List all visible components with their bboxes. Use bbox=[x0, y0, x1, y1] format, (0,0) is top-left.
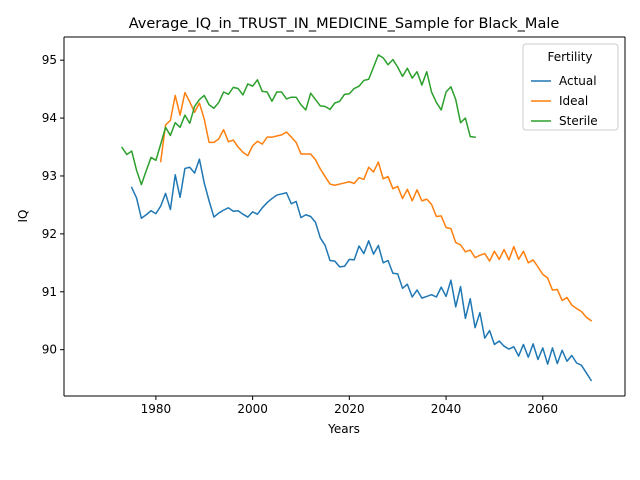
legend-label-sterile: Sterile bbox=[559, 114, 598, 128]
legend-label-actual: Actual bbox=[559, 74, 597, 88]
series-line-actual bbox=[130, 158, 593, 382]
chart-title: Average_IQ_in_TRUST_IN_MEDICINE_Sample f… bbox=[129, 16, 560, 32]
series-line-sterile bbox=[120, 54, 476, 186]
y-tick-label: 90 bbox=[42, 343, 57, 357]
x-tick-label: 2060 bbox=[528, 402, 559, 416]
legend-entries: Actual Ideal Sterile bbox=[531, 74, 598, 128]
y-tick-label: 92 bbox=[42, 227, 57, 241]
x-axis-ticks: 1980 2000 2020 2040 2060 bbox=[141, 396, 558, 416]
x-tick-label: 2000 bbox=[237, 402, 268, 416]
series-line-ideal bbox=[159, 91, 593, 322]
x-axis-label: Years bbox=[327, 422, 360, 436]
y-axis-label: IQ bbox=[16, 210, 30, 223]
legend-label-ideal: Ideal bbox=[559, 94, 588, 108]
legend-box bbox=[522, 43, 619, 131]
x-tick-label: 2020 bbox=[334, 402, 365, 416]
y-tick-label: 95 bbox=[42, 53, 57, 67]
y-tick-label: 93 bbox=[42, 169, 57, 183]
y-tick-label: 94 bbox=[42, 111, 57, 125]
legend: Fertility Actual Ideal Sterile bbox=[522, 43, 619, 131]
legend-title: Fertility bbox=[547, 50, 592, 64]
series-layer bbox=[120, 54, 593, 382]
y-tick-label: 91 bbox=[42, 285, 57, 299]
y-axis-ticks: 90 91 92 93 94 95 bbox=[42, 53, 64, 357]
x-tick-label: 1980 bbox=[141, 402, 172, 416]
x-tick-label: 2040 bbox=[431, 402, 462, 416]
axes-frame bbox=[63, 36, 626, 397]
